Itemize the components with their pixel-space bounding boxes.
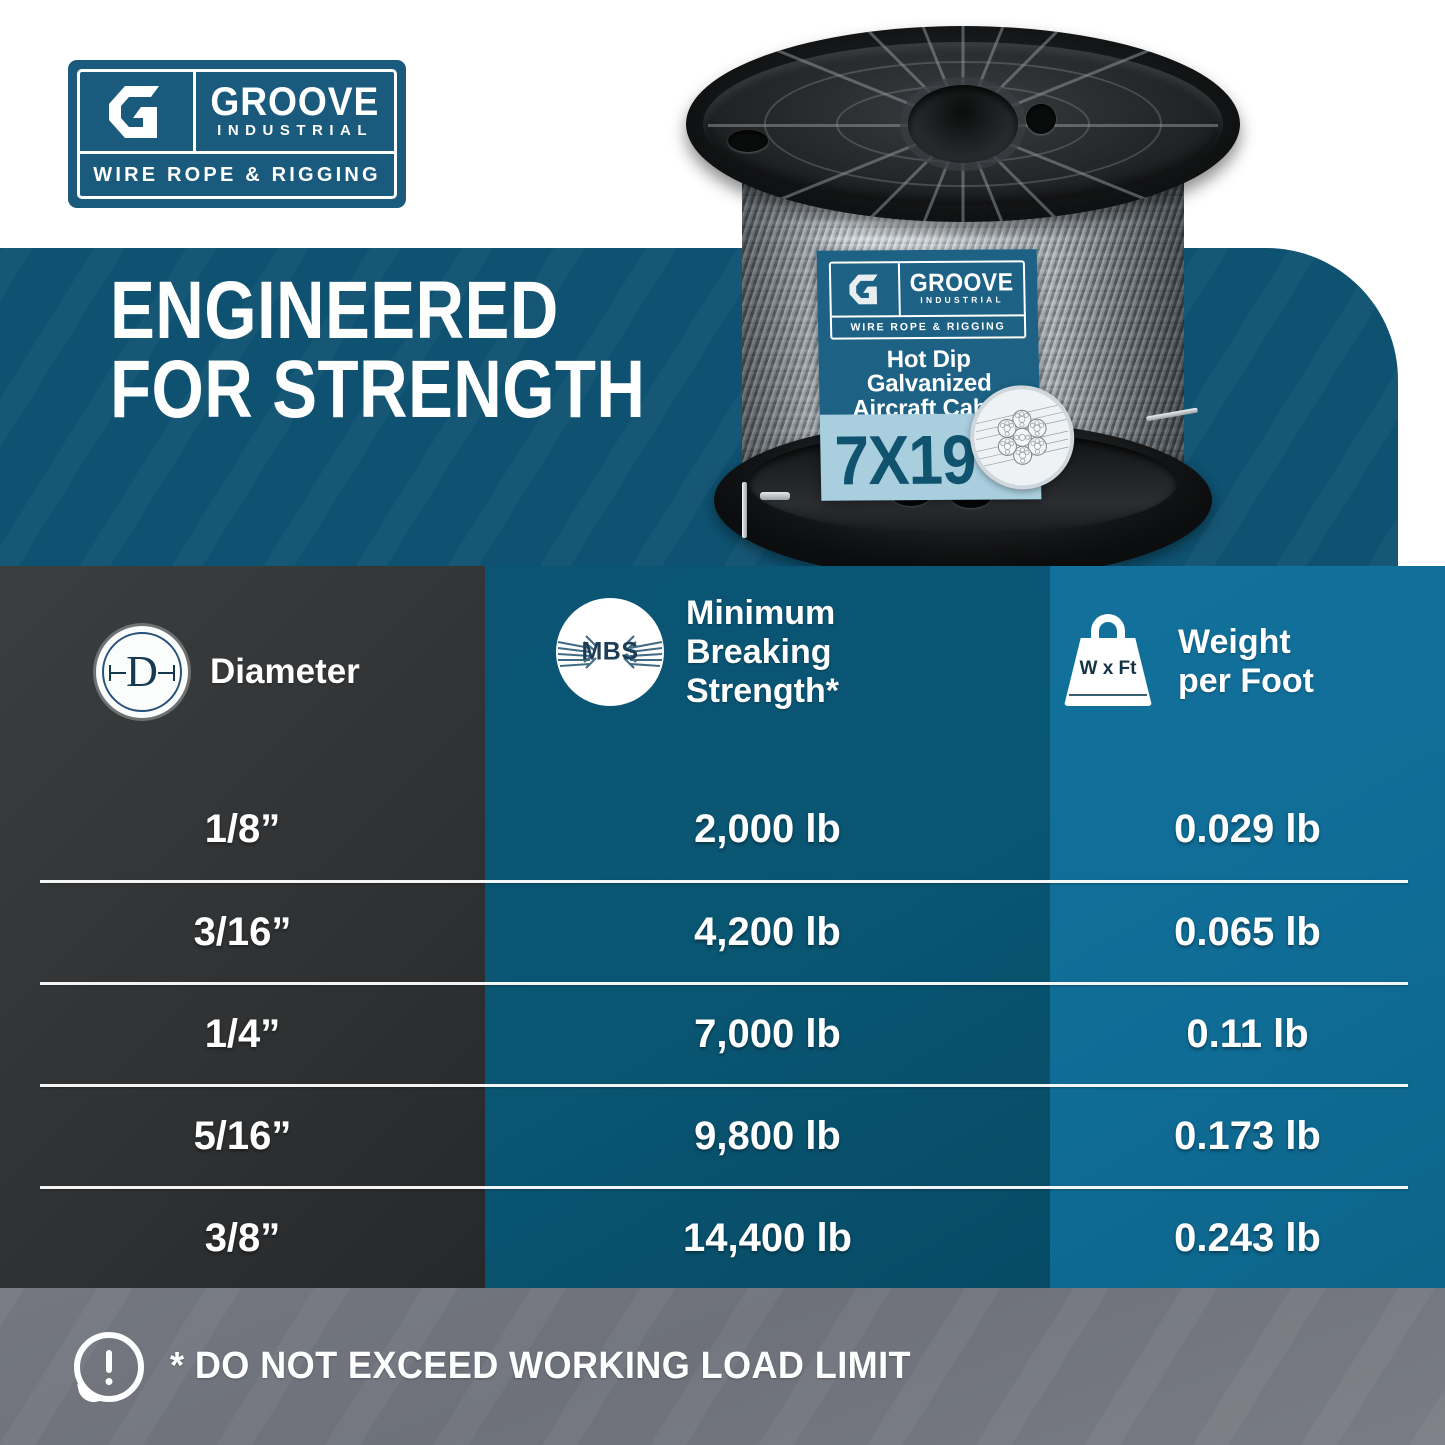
spec-table: D Diameter (0, 566, 1445, 1288)
footer-warning-text: * DO NOT EXCEED WORKING LOAD LIMIT (170, 1345, 911, 1387)
groove-g-monogram-icon (80, 72, 197, 152)
cell-weight: 0.243 lb (1174, 1216, 1321, 1260)
row-divider (40, 1084, 1408, 1087)
cable-cross-section-icon (969, 384, 1076, 490)
label-logo: GROOVE INDUSTRIAL WIRE ROPE & RIGGING (828, 260, 1027, 340)
logo-subtitle: INDUSTRIAL (217, 121, 373, 139)
row-divider (40, 1186, 1408, 1189)
cell-weight: 0.029 lb (1174, 806, 1321, 851)
exclamation-bubble-icon (72, 1330, 146, 1405)
diameter-icon-text: D (126, 647, 158, 696)
cell-weight: 0.173 lb (1174, 1114, 1321, 1158)
header-cell-diameter: D Diameter (96, 626, 360, 718)
cell-mbs: 2,000 lb (694, 806, 841, 851)
weight-icon-text: W x Ft (1079, 658, 1137, 679)
product-label: GROOVE INDUSTRIAL WIRE ROPE & RIGGING Ho… (816, 249, 1076, 501)
table-header-row: D Diameter (0, 566, 1445, 778)
label-brand-name: GROOVE (909, 268, 1014, 298)
weight-icon: W x Ft (1060, 614, 1156, 710)
cell-weight: 0.065 lb (1174, 910, 1321, 954)
column-diameter (0, 566, 485, 1288)
label-tagline: WIRE ROPE & RIGGING (850, 320, 1006, 334)
header-cell-mbs: MBS Minimum Breaking Strength* (556, 594, 839, 710)
spool-center-hub (907, 84, 1019, 164)
footer-warning-bar: * DO NOT EXCEED WORKING LOAD LIMIT (0, 1288, 1445, 1445)
table-row: 1/8” 2,000 lb 0.029 lb (0, 778, 1445, 880)
diameter-icon: D (96, 626, 188, 718)
mbs-icon-text: MBS (581, 637, 639, 666)
mbs-icon: MBS (556, 598, 664, 707)
cell-mbs: 4,200 lb (694, 910, 841, 954)
row-divider (40, 982, 1408, 985)
cell-diameter: 1/8” (204, 806, 281, 851)
header-cell-weight: W x Ft Weight per Foot (1060, 614, 1314, 710)
flange-hole (1026, 104, 1056, 134)
table-row: 1/4” 7,000 lb 0.11 lb (0, 985, 1445, 1084)
brand-logo: GROOVE INDUSTRIAL WIRE ROPE & RIGGING (68, 60, 406, 208)
wire-end (742, 482, 747, 538)
cell-mbs: 14,400 lb (682, 1216, 852, 1260)
logo-divider (80, 151, 394, 155)
cell-diameter: 3/8” (204, 1216, 281, 1260)
cell-mbs: 9,800 lb (694, 1114, 841, 1158)
page-title: ENGINEERED FOR STRENGTH (110, 265, 646, 435)
cell-diameter: 1/4” (204, 1012, 281, 1056)
cell-diameter: 5/16” (193, 1114, 292, 1158)
cell-weight: 0.11 lb (1186, 1012, 1309, 1056)
spool-top-flange (686, 26, 1240, 222)
table-row: 3/16” 4,200 lb 0.065 lb (0, 883, 1445, 982)
label-construction: 7X19 (833, 421, 977, 501)
row-divider (40, 880, 1408, 883)
groove-g-monogram-icon (830, 263, 901, 316)
wire-end-clip (760, 492, 790, 500)
logo-tagline: WIRE ROPE & RIGGING (93, 163, 381, 186)
diagonal-stripe-texture (0, 1288, 1445, 1445)
cell-mbs: 7,000 lb (694, 1012, 841, 1056)
table-row: 3/8” 14,400 lb 0.243 lb (0, 1189, 1445, 1288)
logo-brand-name: GROOVE (210, 79, 380, 124)
header-label-diameter: Diameter (210, 652, 360, 692)
flange-hole (728, 130, 768, 152)
cell-diameter: 3/16” (193, 910, 292, 954)
header-label-mbs: Minimum Breaking Strength* (686, 594, 839, 710)
table-row: 5/16” 9,800 lb 0.173 lb (0, 1087, 1445, 1186)
wire-rope-spool-image: GROOVE INDUSTRIAL WIRE ROPE & RIGGING Ho… (686, 14, 1240, 584)
header-label-weight: Weight per Foot (1178, 623, 1314, 700)
